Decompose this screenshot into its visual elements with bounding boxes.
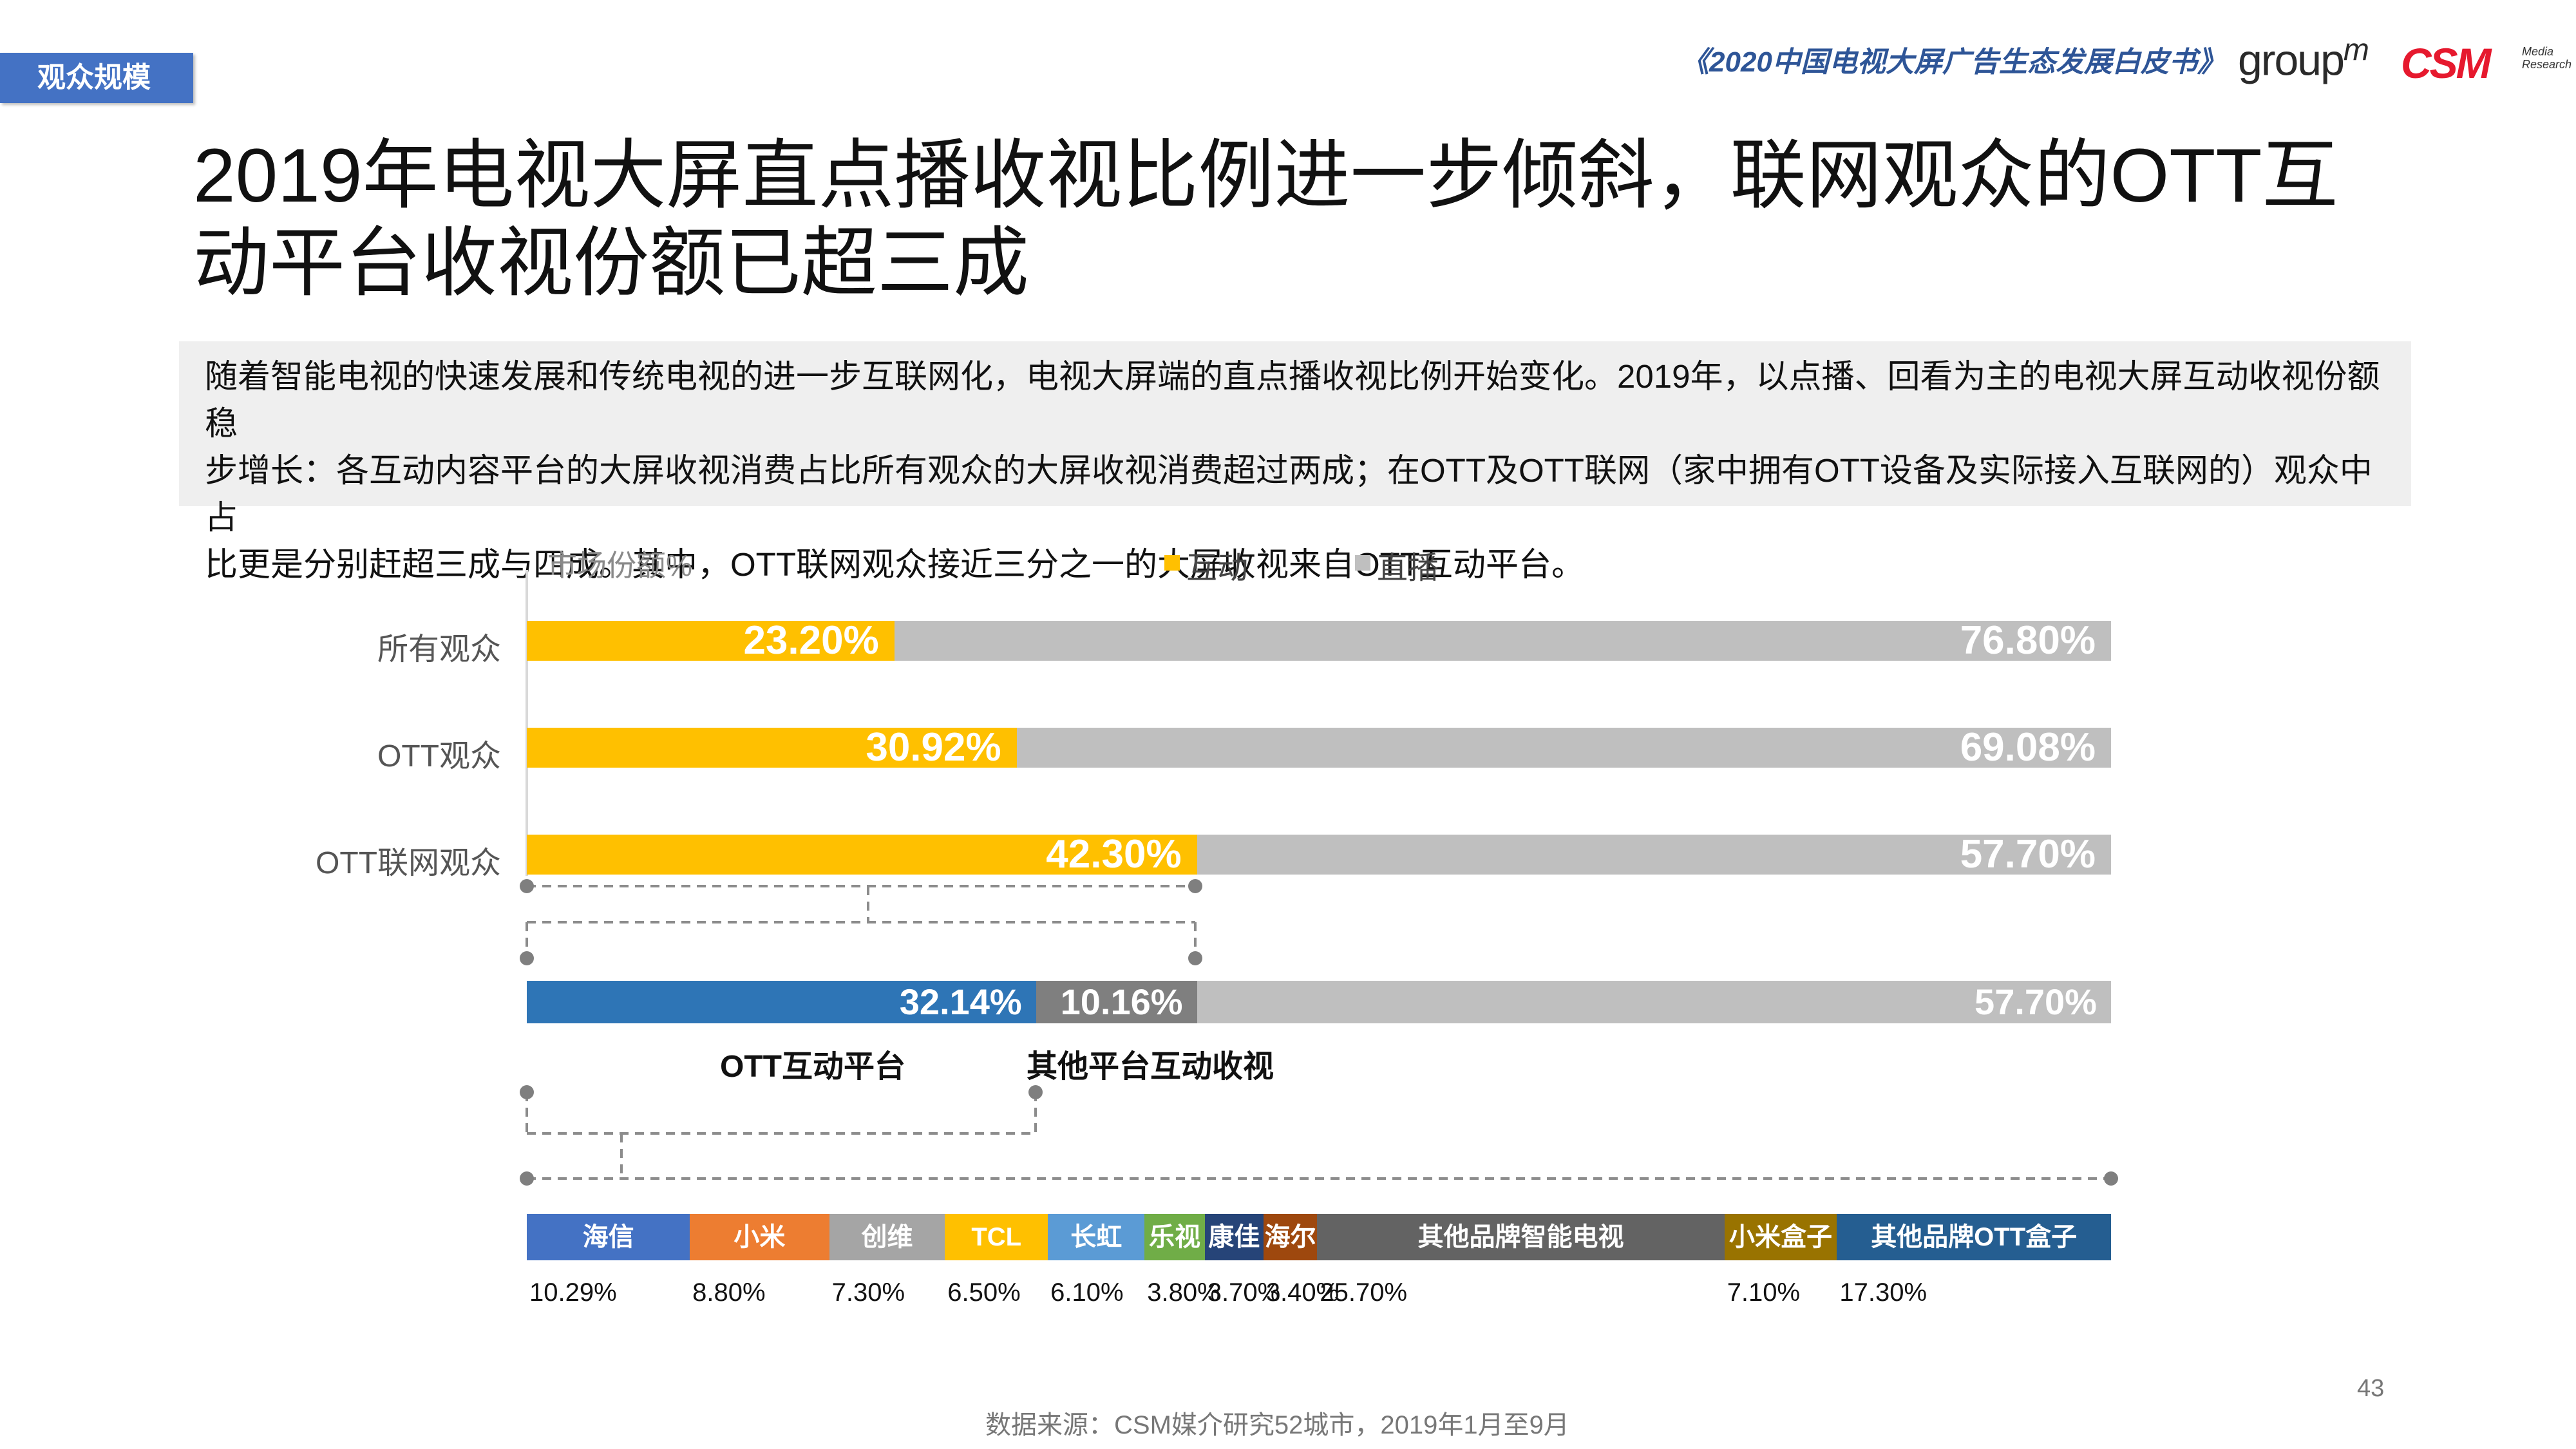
breakdown-value-label: 57.70% xyxy=(1975,981,2097,1022)
groupm-logo-text: group xyxy=(2238,35,2345,85)
category-label: OTT观众 xyxy=(377,739,501,773)
platform-segment xyxy=(690,1214,829,1260)
breakdown-segment xyxy=(527,981,1036,1023)
summary-line-3: 比更是分别赶超三成与四成。其中，OTT联网观众接近三分之一的大屏收视来自OTT互… xyxy=(205,546,1584,583)
bracket-dot xyxy=(1028,1085,1043,1099)
platform-segment xyxy=(1048,1214,1145,1260)
bar-live xyxy=(1016,728,2111,768)
bracket-dot xyxy=(1188,879,1202,893)
platform-name-label: 其他品牌OTT盒子 xyxy=(1871,1223,2078,1251)
platform-value-label: 10.29% xyxy=(529,1278,617,1307)
breakdown-value-label: 10.16% xyxy=(1060,981,1183,1022)
bar-value-label: 57.70% xyxy=(1960,832,2096,876)
platform-segment xyxy=(1724,1214,1837,1260)
csm-logo-sub: Media Research xyxy=(2522,45,2571,71)
platform-name-label: 海信 xyxy=(582,1223,634,1251)
legend-swatch xyxy=(1164,555,1180,571)
ott-platform-label: OTT互动平台 xyxy=(720,1050,905,1084)
platform-name-label: 乐视 xyxy=(1148,1223,1200,1251)
page-headline: 2019年电视大屏直点播收视比例进一步倾斜，联网观众的OTT互 动平台收视份额已… xyxy=(193,132,2396,307)
platform-name-label: 小米盒子 xyxy=(1729,1223,1833,1251)
platform-value-label: 3.70% xyxy=(1207,1278,1281,1307)
headline-line-1: 2019年电视大屏直点播收视比例进一步倾斜，联网观众的OTT互 xyxy=(193,133,2338,218)
platform-segment xyxy=(1144,1214,1205,1260)
groupm-logo: groupm xyxy=(2238,32,2369,86)
breakdown-value-label: 32.14% xyxy=(899,981,1022,1022)
bar-interactive xyxy=(527,835,1197,875)
platform-name-label: 海尔 xyxy=(1264,1223,1316,1251)
page-number: 43 xyxy=(2357,1375,2385,1402)
bracket-dot xyxy=(2104,1171,2118,1186)
platform-segment xyxy=(945,1214,1048,1260)
summary-box: 随着智能电视的快速发展和传统电视的进一步互联网化，电视大屏端的直点播收视比例开始… xyxy=(179,341,2411,583)
legend-swatch xyxy=(1355,555,1370,571)
platform-value-label: 17.30% xyxy=(1839,1278,1927,1307)
bar-interactive xyxy=(527,621,895,661)
platform-value-label: 6.50% xyxy=(947,1278,1021,1307)
bar-value-label: 23.20% xyxy=(743,618,879,663)
platform-segment xyxy=(1204,1214,1264,1260)
summary-line-2: 步增长：各互动内容平台的大屏收视消费占比所有观众的大屏收视消费超过两成；在OTT… xyxy=(205,452,2372,536)
bracket-dot xyxy=(520,1085,534,1099)
chart-ylabel: 市场份额% xyxy=(547,549,692,582)
bracket-dot xyxy=(520,1171,534,1186)
platform-value-label: 7.30% xyxy=(831,1278,905,1307)
platform-name-label: 长虹 xyxy=(1070,1223,1122,1251)
bar-live xyxy=(1197,835,2111,875)
section-tag: 观众规模 xyxy=(0,53,193,103)
platform-value-label: 7.10% xyxy=(1727,1278,1801,1307)
headline-line-2: 动平台收视份额已超三成 xyxy=(193,221,1030,306)
bar-interactive xyxy=(527,728,1017,768)
other-platform-label: 其他平台互动收视 xyxy=(1027,1050,1274,1084)
breakdown-segment xyxy=(1197,981,2111,1023)
platform-name-label: 创维 xyxy=(861,1223,913,1251)
summary-line-1: 随着智能电视的快速发展和传统电视的进一步互联网化，电视大屏端的直点播收视比例开始… xyxy=(205,358,2380,442)
platform-segment xyxy=(1263,1214,1318,1260)
platform-segment xyxy=(1837,1214,2111,1260)
platform-segment xyxy=(1317,1214,1725,1260)
category-label: 所有观众 xyxy=(377,632,501,667)
platform-value-label: 6.10% xyxy=(1050,1278,1124,1307)
csm-logo-sub-media: Media xyxy=(2522,45,2554,58)
bracket-2 xyxy=(526,1092,2111,1180)
platform-value-label: 3.40% xyxy=(1265,1278,1340,1307)
report-title: 《2020中国电视大屏广告生态发展白皮书》 xyxy=(1681,46,2226,78)
category-label: OTT联网观众 xyxy=(316,846,501,880)
bracket-dot xyxy=(520,951,534,965)
platform-name-label: 康佳 xyxy=(1208,1223,1260,1251)
bar-value-label: 76.80% xyxy=(1960,618,2096,663)
bracket-dot xyxy=(1188,951,1202,965)
csm-logo-sub-research: Research xyxy=(2522,58,2572,71)
platform-value-label: 3.80% xyxy=(1147,1278,1220,1307)
bar-live xyxy=(894,621,2111,661)
platform-segment xyxy=(527,1214,690,1260)
platform-name-label: 其他品牌智能电视 xyxy=(1417,1223,1624,1251)
bracket-1 xyxy=(526,885,1197,958)
csm-logo: CSM xyxy=(2401,39,2492,87)
platform-name-label: TCL xyxy=(971,1223,1022,1251)
platform-name-label: 小米 xyxy=(734,1223,786,1251)
platform-value-label: 25.70% xyxy=(1320,1278,1408,1307)
breakdown-segment xyxy=(1036,981,1197,1023)
platform-segment xyxy=(829,1214,945,1260)
bar-value-label: 42.30% xyxy=(1046,832,1182,876)
source-note: 数据来源：CSM媒介研究52城市，2019年1月至9月 xyxy=(985,1411,1569,1439)
platform-value-label: 8.80% xyxy=(692,1278,766,1307)
bar-value-label: 69.08% xyxy=(1960,725,2096,770)
groupm-logo-m: m xyxy=(2343,33,2369,67)
legend-label: 直播 xyxy=(1377,551,1439,585)
legend-label: 互动 xyxy=(1186,551,1249,585)
bar-value-label: 30.92% xyxy=(866,725,1001,770)
bracket-dot xyxy=(520,879,534,893)
